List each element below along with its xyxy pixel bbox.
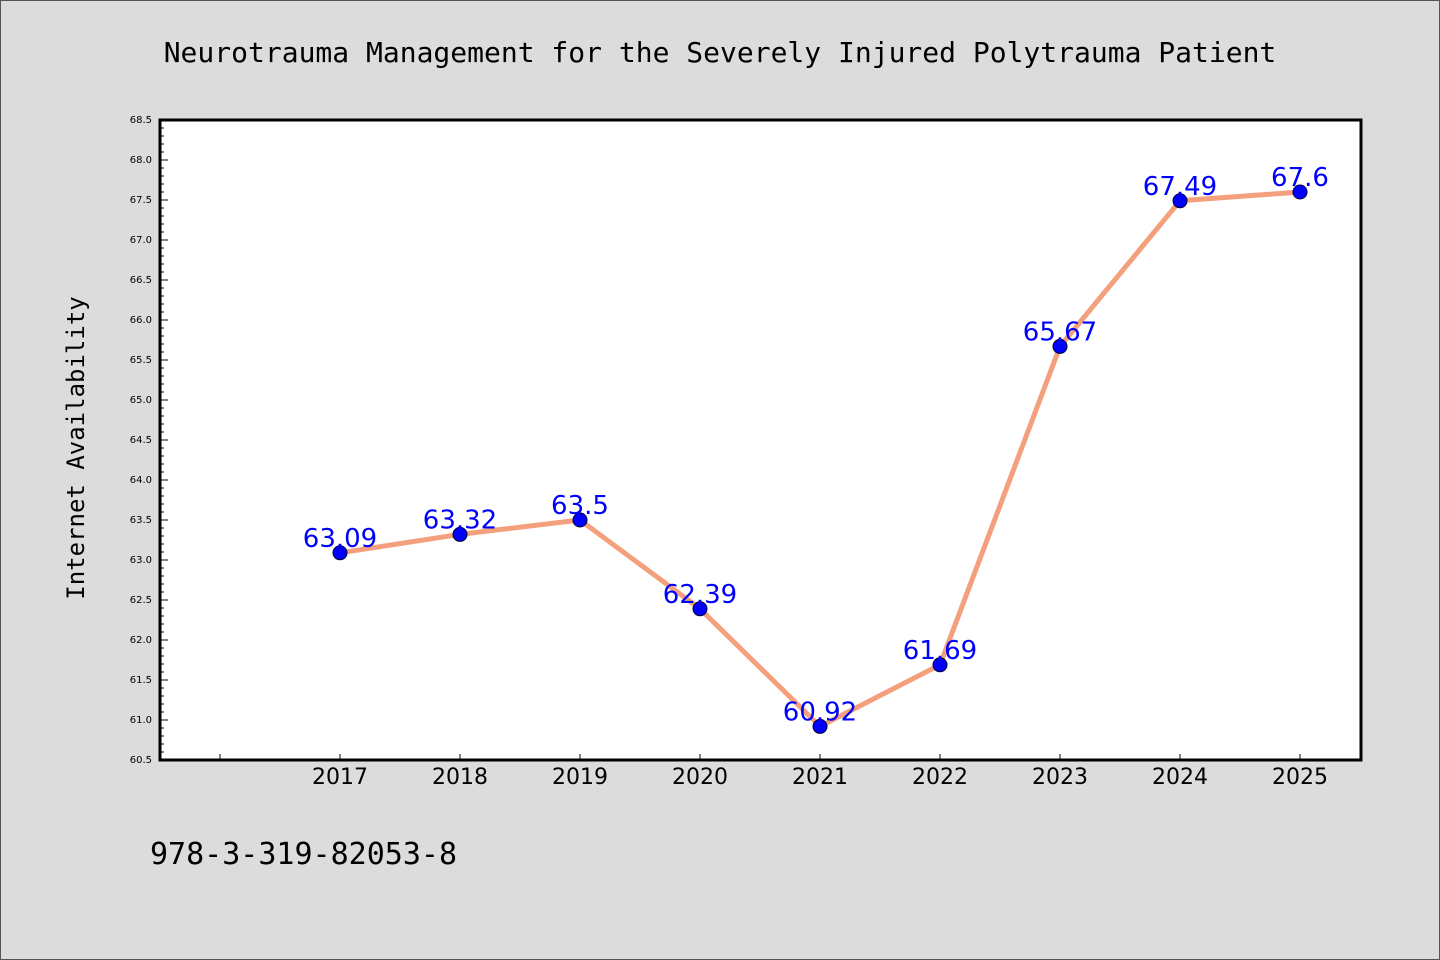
x-tick-label: 2021	[792, 765, 848, 790]
y-tick-label: 68.0	[130, 155, 152, 166]
y-tick-label: 63.0	[130, 555, 152, 566]
chart-title: Neurotrauma Management for the Severely …	[164, 36, 1277, 69]
y-tick-label: 67.0	[130, 235, 152, 246]
y-tick-label: 64.0	[130, 475, 152, 486]
data-label: 65.67	[1023, 317, 1097, 347]
y-axis: 60.5 61.0 61.5 62.0 62.5 63.0 63.5 64.0 64.5 65.0…	[130, 115, 168, 766]
series-markers	[332, 184, 1308, 734]
x-tick-label: 2020	[672, 765, 728, 790]
y-tick-label: 65.0	[130, 395, 152, 406]
data-label: 60.92	[783, 697, 857, 727]
data-point	[692, 601, 708, 617]
y-tick-label: 61.0	[130, 715, 152, 726]
data-point	[332, 545, 348, 561]
x-tick-label: 2017	[312, 765, 368, 790]
x-tick-label: 2024	[1152, 765, 1208, 790]
data-label: 61.69	[903, 636, 977, 666]
y-tick-label: 66.5	[130, 275, 152, 286]
data-point	[932, 657, 948, 673]
plot-area	[158, 118, 1363, 762]
y-tick-label: 67.5	[130, 195, 152, 206]
data-point	[572, 512, 588, 528]
data-label: 62.39	[663, 580, 737, 610]
data-point	[1052, 338, 1068, 354]
data-label: 67.49	[1143, 172, 1217, 202]
data-point	[1292, 184, 1308, 200]
y-tick-label: 65.5	[130, 355, 152, 366]
data-label: 63.5	[551, 491, 609, 521]
x-tick-label: 2018	[432, 765, 488, 790]
y-tick-label: 68.5	[130, 115, 152, 126]
y-tick-label: 60.5	[130, 755, 152, 766]
x-tick-label: 2022	[912, 765, 968, 790]
footnote-isbn: 978-3-319-82053-8	[150, 837, 457, 872]
data-point	[1172, 193, 1188, 209]
y-tick-label: 62.0	[130, 635, 152, 646]
data-point	[812, 718, 828, 734]
y-tick-label: 62.5	[130, 595, 152, 606]
data-label: 63.32	[423, 505, 497, 535]
x-tick-label: 2019	[552, 765, 608, 790]
y-tick-label: 64.5	[130, 435, 152, 446]
data-labels: 63.09 63.32 63.5 62.39 60.92 61.69 65.67 67.49 6…	[303, 163, 1329, 727]
x-axis: 2017 2018 2019 2020 2021 2022 2023 2024 2025	[219, 754, 1328, 790]
data-label: 67.6	[1271, 163, 1329, 193]
y-axis-label: Internet Availability	[62, 296, 90, 599]
x-tick-label: 2023	[1032, 765, 1088, 790]
data-point	[452, 526, 468, 542]
x-tick-label: 2025	[1272, 765, 1328, 790]
y-tick-label: 61.5	[130, 675, 152, 686]
y-tick-label: 66.0	[130, 315, 152, 326]
data-label: 63.09	[303, 524, 377, 554]
y-tick-label: 63.5	[130, 515, 152, 526]
